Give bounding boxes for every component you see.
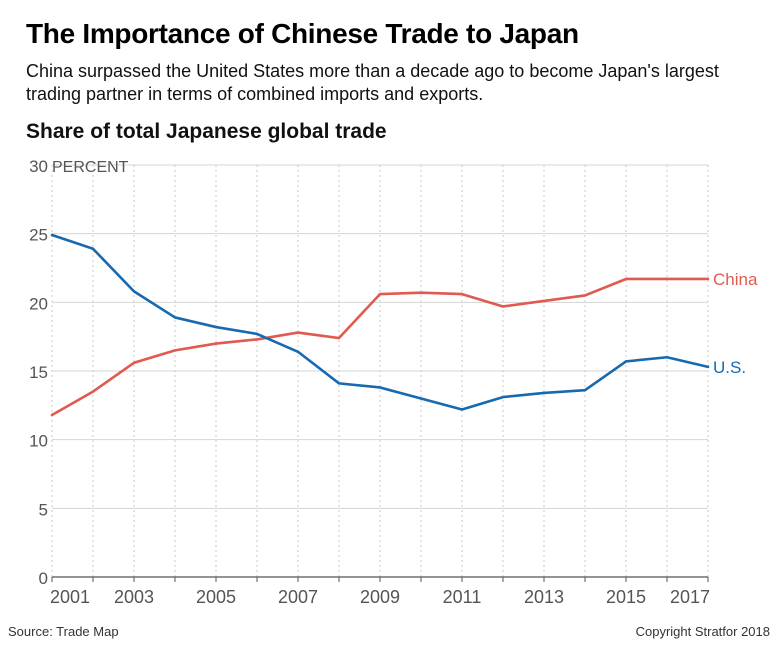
data-point: [583, 389, 587, 392]
data-point: [378, 386, 382, 389]
x-tick-label: 2003: [114, 587, 154, 607]
y-tick-label: 30: [29, 157, 48, 176]
x-tick-label: 2001: [50, 587, 90, 607]
data-point: [132, 361, 136, 364]
chart-heading: Share of total Japanese global trade: [26, 120, 387, 143]
data-point: [296, 331, 300, 334]
data-point: [706, 277, 710, 281]
x-tick-label: 2013: [524, 587, 564, 607]
data-point: [50, 233, 54, 237]
series-label: China: [713, 270, 758, 289]
y-tick-label: 20: [29, 294, 48, 313]
data-point: [337, 336, 341, 340]
data-point: [624, 277, 628, 281]
data-point: [419, 291, 423, 294]
data-point: [419, 397, 423, 400]
y-tick-label: 15: [29, 363, 48, 382]
data-point: [501, 305, 505, 308]
y-tick-label: 0: [39, 569, 48, 588]
x-tick-label: 2015: [606, 587, 646, 607]
copyright-note: Copyright Stratfor 2018: [635, 624, 770, 639]
x-tick-label: 2011: [443, 587, 482, 607]
y-tick-label: 10: [29, 432, 48, 451]
data-point: [542, 299, 546, 303]
data-point: [624, 360, 628, 363]
data-point: [214, 325, 218, 329]
data-point: [665, 277, 669, 281]
data-point: [460, 408, 464, 411]
chart-title: The Importance of Chinese Trade to Japan: [26, 18, 579, 49]
x-tick-label: 2009: [360, 587, 400, 607]
data-point: [542, 391, 546, 395]
data-point: [583, 294, 587, 297]
data-point: [665, 356, 669, 359]
x-tick-label: 2005: [196, 587, 236, 607]
x-tick-label: 2017: [670, 587, 710, 607]
data-point: [132, 290, 136, 293]
data-point: [255, 332, 259, 336]
data-point: [255, 338, 259, 341]
data-point: [173, 349, 177, 352]
series-label: U.S.: [713, 358, 746, 377]
data-point: [337, 382, 341, 385]
x-tick-label: 2007: [278, 587, 318, 607]
data-point: [91, 247, 95, 250]
data-point: [50, 413, 54, 417]
data-point: [501, 395, 505, 399]
data-point: [460, 292, 464, 296]
y-tick-label: 5: [39, 500, 48, 519]
y-tick-label: 25: [29, 226, 48, 245]
data-point: [706, 365, 710, 369]
y-unit-label: PERCENT: [52, 159, 129, 176]
data-point: [91, 390, 95, 393]
source-note: Source: Trade Map: [8, 624, 119, 639]
data-point: [378, 292, 382, 296]
chart-subtitle: China surpassed the United States more t…: [26, 61, 719, 104]
data-point: [296, 350, 300, 353]
data-point: [214, 342, 218, 345]
data-point: [173, 316, 177, 319]
